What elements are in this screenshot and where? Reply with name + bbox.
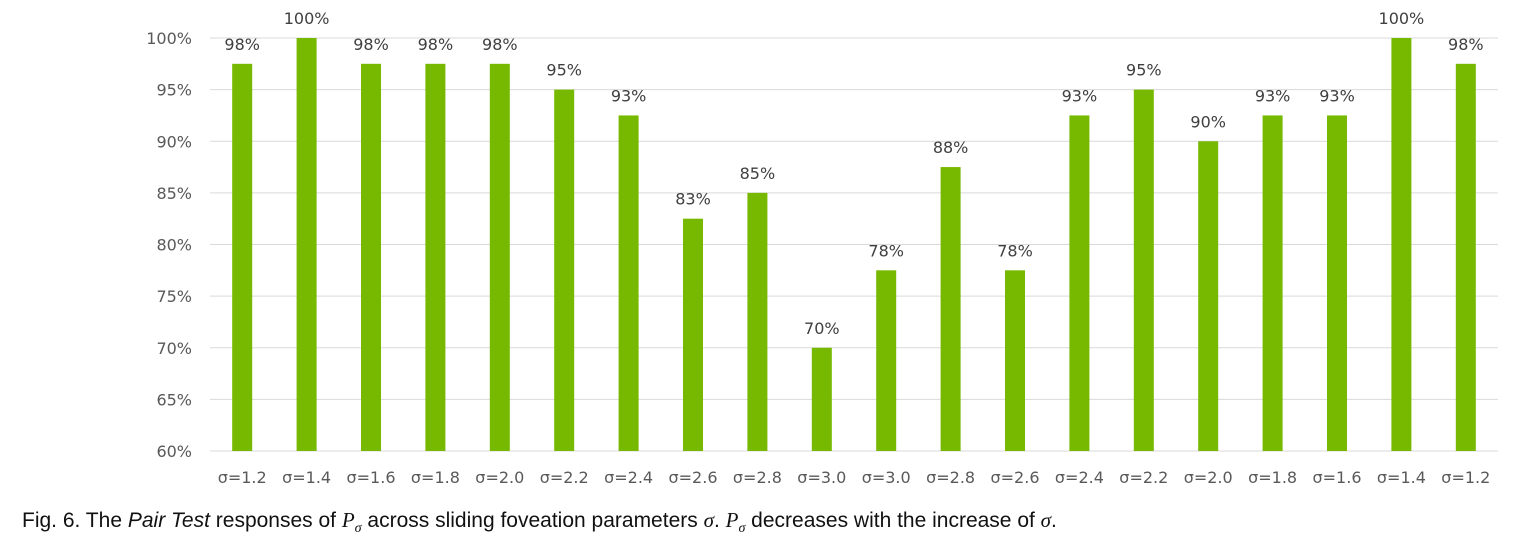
caption-mid1: responses of <box>209 509 342 532</box>
data-label: 95% <box>1126 61 1162 80</box>
y-tick-label: 90% <box>156 132 192 151</box>
data-labels: 98% 100% 98% 98% 98% 95% 93% 83% 85% 70% 78% 88% 78%… <box>224 9 1483 338</box>
y-tick-label: 75% <box>156 287 192 306</box>
data-label: 85% <box>740 164 776 183</box>
caption-p-sigma-2: Pσ <box>725 508 746 537</box>
bar <box>361 63 381 451</box>
bar <box>1455 63 1476 451</box>
bar <box>1198 141 1219 451</box>
bar <box>876 270 897 451</box>
caption-mid3: . <box>713 509 726 532</box>
data-label: 100% <box>284 9 330 28</box>
x-tick-label: σ=1.8 <box>1248 468 1297 487</box>
data-label: 93% <box>1319 86 1355 105</box>
bar <box>554 89 575 451</box>
x-tick-label: σ=2.0 <box>1184 468 1233 487</box>
y-tick-label: 80% <box>156 236 192 255</box>
y-tick-label: 85% <box>156 184 192 203</box>
data-label: 78% <box>868 241 904 260</box>
bar <box>1391 38 1412 451</box>
caption-mid2: across sliding foveation parameters <box>361 509 704 532</box>
data-label: 98% <box>482 35 518 54</box>
y-tick-label: 65% <box>156 390 192 409</box>
y-tick-label: 95% <box>156 81 192 100</box>
bar <box>940 167 961 451</box>
gridlines <box>210 37 1498 452</box>
x-tick-label: σ=1.2 <box>1441 468 1490 487</box>
bar <box>296 38 317 451</box>
x-tick-label: σ=2.6 <box>991 468 1040 487</box>
x-tick-label: σ=2.6 <box>669 468 718 487</box>
x-tick-label: σ=2.0 <box>475 468 524 487</box>
x-tick-label: σ=2.8 <box>926 468 975 487</box>
data-label: 98% <box>353 35 389 54</box>
caption-sigma-2: σ <box>1040 508 1052 532</box>
x-axis-ticks: σ=1.2 σ=1.4 σ=1.6 σ=1.8 σ=2.0 σ=2.2 σ=2.4 σ=2.6… <box>218 468 1491 487</box>
x-tick-label: σ=2.4 <box>1055 468 1104 487</box>
data-label: 70% <box>804 319 840 338</box>
bar <box>683 218 703 451</box>
x-tick-label: σ=1.6 <box>347 468 396 487</box>
y-axis-ticks: 60% 65% 70% 75% 80% 85% 90% 95% 100% <box>146 29 192 461</box>
bar-chart: 60%65%70%75%80%85%90%95%100% 98%100%98% 9… <box>146 9 1498 487</box>
data-label: 95% <box>546 61 582 80</box>
bar <box>618 115 639 451</box>
bar <box>1262 115 1283 451</box>
data-label: 93% <box>1062 86 1098 105</box>
bar <box>489 63 510 451</box>
data-label: 90% <box>1190 112 1226 131</box>
x-tick-label: σ=3.0 <box>862 468 911 487</box>
data-label: 88% <box>933 138 969 157</box>
caption-sigma: σ <box>703 508 714 532</box>
data-label: 98% <box>1448 35 1484 54</box>
bar <box>232 63 253 451</box>
bar <box>1133 89 1154 451</box>
caption-mid4: decreases with the increase of <box>745 509 1041 532</box>
data-label: 98% <box>224 35 260 54</box>
data-label: 98% <box>418 35 454 54</box>
x-tick-label: σ=1.4 <box>282 468 331 487</box>
x-tick-label: σ=2.4 <box>604 468 653 487</box>
bar <box>1069 115 1090 451</box>
y-tick-label: 100% <box>146 29 192 48</box>
data-label: 93% <box>1255 86 1291 105</box>
x-tick-label: σ=1.4 <box>1377 468 1426 487</box>
caption-test-name: Pair Test <box>127 509 210 532</box>
bar <box>1005 270 1025 451</box>
caption-prefix: Fig. 6. The <box>22 509 128 532</box>
x-tick-label: σ=1.2 <box>218 468 267 487</box>
x-tick-label: σ=1.8 <box>411 468 460 487</box>
y-tick-label: 70% <box>156 339 192 358</box>
bar <box>1327 115 1347 451</box>
data-label: 78% <box>997 241 1033 260</box>
caption-p-sigma: Pσ <box>341 508 362 537</box>
caption-end: . <box>1051 509 1057 532</box>
bar <box>747 192 768 451</box>
bar <box>811 347 832 451</box>
figure-caption: Fig. 6. The Pair Test responses of Pσ ac… <box>22 508 1057 537</box>
x-tick-label: σ=2.2 <box>540 468 589 487</box>
bar <box>425 63 446 451</box>
x-tick-label: σ=2.2 <box>1119 468 1168 487</box>
x-tick-label: σ=2.8 <box>733 468 782 487</box>
data-label: 93% <box>611 86 647 105</box>
x-tick-label: σ=3.0 <box>797 468 846 487</box>
data-label: 83% <box>675 190 711 209</box>
bars <box>232 38 1476 451</box>
y-tick-label: 60% <box>156 442 192 461</box>
data-label: 100% <box>1379 9 1425 28</box>
x-tick-label: σ=1.6 <box>1313 468 1362 487</box>
